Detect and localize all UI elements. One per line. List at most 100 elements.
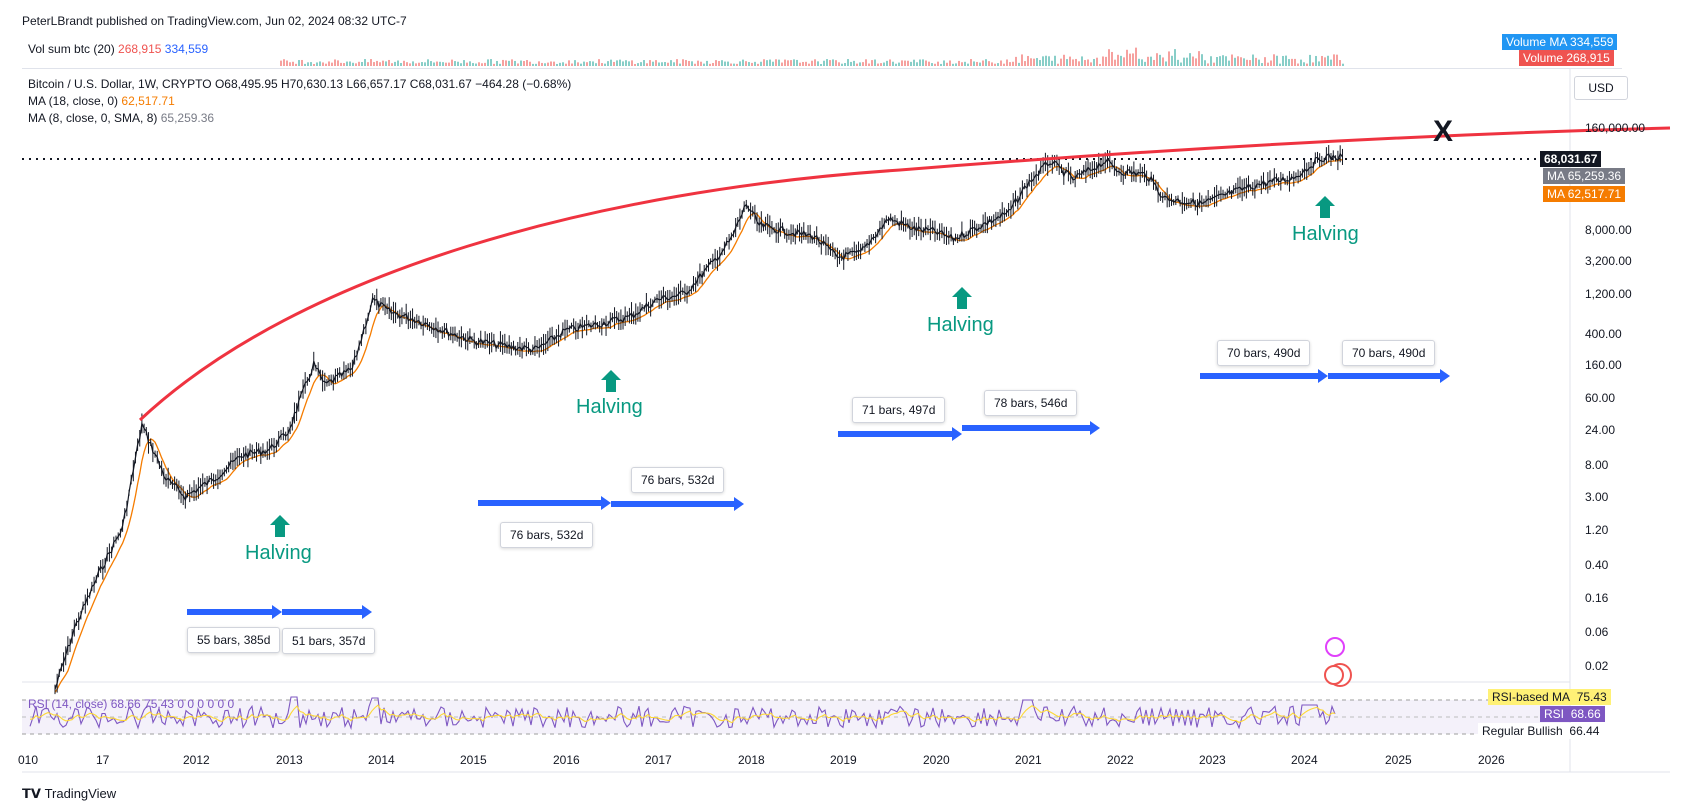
volume-bar bbox=[847, 59, 849, 66]
volume-bar bbox=[1225, 56, 1227, 66]
volume-bar bbox=[592, 61, 594, 66]
volume-bar bbox=[520, 60, 522, 66]
volume-bar bbox=[439, 61, 441, 66]
x-tick-label: 2023 bbox=[1199, 753, 1226, 767]
volume-bar bbox=[298, 60, 300, 66]
volume-bar bbox=[946, 62, 948, 66]
volume-bar bbox=[1144, 61, 1146, 66]
volume-bar bbox=[604, 63, 606, 66]
x-tick-label: 2024 bbox=[1291, 753, 1318, 767]
range-arrow bbox=[1200, 369, 1328, 383]
volume-bar bbox=[1111, 51, 1113, 66]
volume-bar bbox=[1237, 56, 1239, 66]
volume-bar bbox=[1066, 59, 1068, 66]
volume-bar bbox=[709, 63, 711, 66]
volume-bar bbox=[820, 63, 822, 66]
volume-bar bbox=[802, 61, 804, 66]
volume-legend-value2: 334,559 bbox=[164, 42, 209, 56]
volume-bar bbox=[1291, 58, 1293, 66]
volume-bar bbox=[280, 60, 282, 66]
volume-bar bbox=[781, 62, 783, 66]
candles bbox=[54, 145, 1343, 695]
volume-bar bbox=[343, 63, 345, 66]
volume-bar bbox=[1087, 59, 1089, 66]
volume-bar bbox=[790, 60, 792, 66]
volume-bar bbox=[1342, 63, 1344, 66]
volume-bar bbox=[454, 61, 456, 66]
currency-selector[interactable]: USD bbox=[1574, 76, 1628, 100]
y-tick-label: 0.06 bbox=[1585, 625, 1609, 639]
volume-bar bbox=[1204, 60, 1206, 66]
volume-bar bbox=[550, 61, 552, 66]
ma8-legend: MA (8, close, 0, SMA, 8) 65,259.36 bbox=[28, 111, 215, 125]
bars-label-3: 76 bars, 532d bbox=[500, 522, 594, 548]
volume-bar bbox=[496, 60, 498, 66]
volume-bar bbox=[733, 63, 735, 66]
volume-bar bbox=[1213, 62, 1215, 66]
volume-bar bbox=[1327, 55, 1329, 66]
volume-bar bbox=[1249, 60, 1251, 66]
volume-bar bbox=[502, 59, 504, 66]
bars-label-5: 71 bars, 497d bbox=[852, 397, 946, 423]
volume-bar bbox=[1162, 57, 1164, 66]
volume-bar bbox=[613, 61, 615, 66]
halving-arrow-icon bbox=[952, 287, 972, 309]
volume-bar bbox=[595, 63, 597, 66]
y-tick-label: 60.00 bbox=[1585, 391, 1616, 405]
volume-bar bbox=[319, 61, 321, 66]
y-tick-label: 1.20 bbox=[1585, 523, 1609, 537]
volume-bar bbox=[688, 60, 690, 66]
volume-bar bbox=[1129, 53, 1131, 66]
volume-bar bbox=[1246, 59, 1248, 66]
volume-bar bbox=[316, 62, 318, 66]
volume-bar bbox=[703, 63, 705, 66]
volume-bar bbox=[472, 63, 474, 66]
volume-bar bbox=[469, 61, 471, 66]
volume-bar bbox=[517, 63, 519, 66]
volume-bar bbox=[949, 60, 951, 66]
volume-bar bbox=[1321, 55, 1323, 66]
volume-bar bbox=[1015, 56, 1017, 66]
halving-label-3: Halving bbox=[927, 314, 994, 336]
volume-bar bbox=[538, 61, 540, 66]
volume-bar bbox=[724, 61, 726, 66]
tradingview-logo[interactable]: 𝗧𝗩 TradingView bbox=[22, 786, 117, 801]
volume-bar bbox=[448, 62, 450, 66]
y-tick-label: 8,000.00 bbox=[1585, 223, 1632, 237]
volume-bar bbox=[430, 61, 432, 66]
volume-bar bbox=[1171, 55, 1173, 66]
bars-label-4: 76 bars, 532d bbox=[631, 467, 725, 493]
volume-bar bbox=[700, 61, 702, 66]
volume-bar bbox=[883, 62, 885, 66]
volume-bar bbox=[859, 62, 861, 66]
volume-bar bbox=[427, 59, 429, 66]
event-icon-flash bbox=[1325, 637, 1345, 657]
volume-bar bbox=[1132, 53, 1134, 66]
volume-bar bbox=[424, 62, 426, 66]
volume-bar bbox=[406, 62, 408, 66]
volume-bar bbox=[1201, 54, 1203, 66]
range-arrow bbox=[838, 427, 962, 441]
volume-bar bbox=[1267, 62, 1269, 66]
volume-bar bbox=[571, 63, 573, 66]
volume-bar bbox=[352, 62, 354, 66]
current-price-tag: 68,031.67 bbox=[1540, 151, 1602, 167]
volume-bar bbox=[691, 61, 693, 66]
volume-legend-value1: 268,915 bbox=[118, 42, 162, 56]
volume-bar bbox=[1333, 54, 1335, 66]
range-arrow bbox=[478, 496, 611, 510]
volume-bar bbox=[322, 62, 324, 66]
volume-bar bbox=[1021, 54, 1023, 66]
volume-bar bbox=[661, 62, 663, 66]
y-tick-label: 0.16 bbox=[1585, 591, 1609, 605]
volume-bar bbox=[601, 63, 603, 66]
volume-bar bbox=[649, 60, 651, 66]
volume-bar bbox=[721, 60, 723, 66]
volume-bar bbox=[1072, 59, 1074, 66]
volume-bar bbox=[400, 62, 402, 66]
volume-bar bbox=[1279, 63, 1281, 66]
volume-bar bbox=[814, 59, 816, 66]
volume-bar bbox=[379, 62, 381, 66]
volume-bar bbox=[460, 63, 462, 66]
volume-bar bbox=[646, 63, 648, 66]
